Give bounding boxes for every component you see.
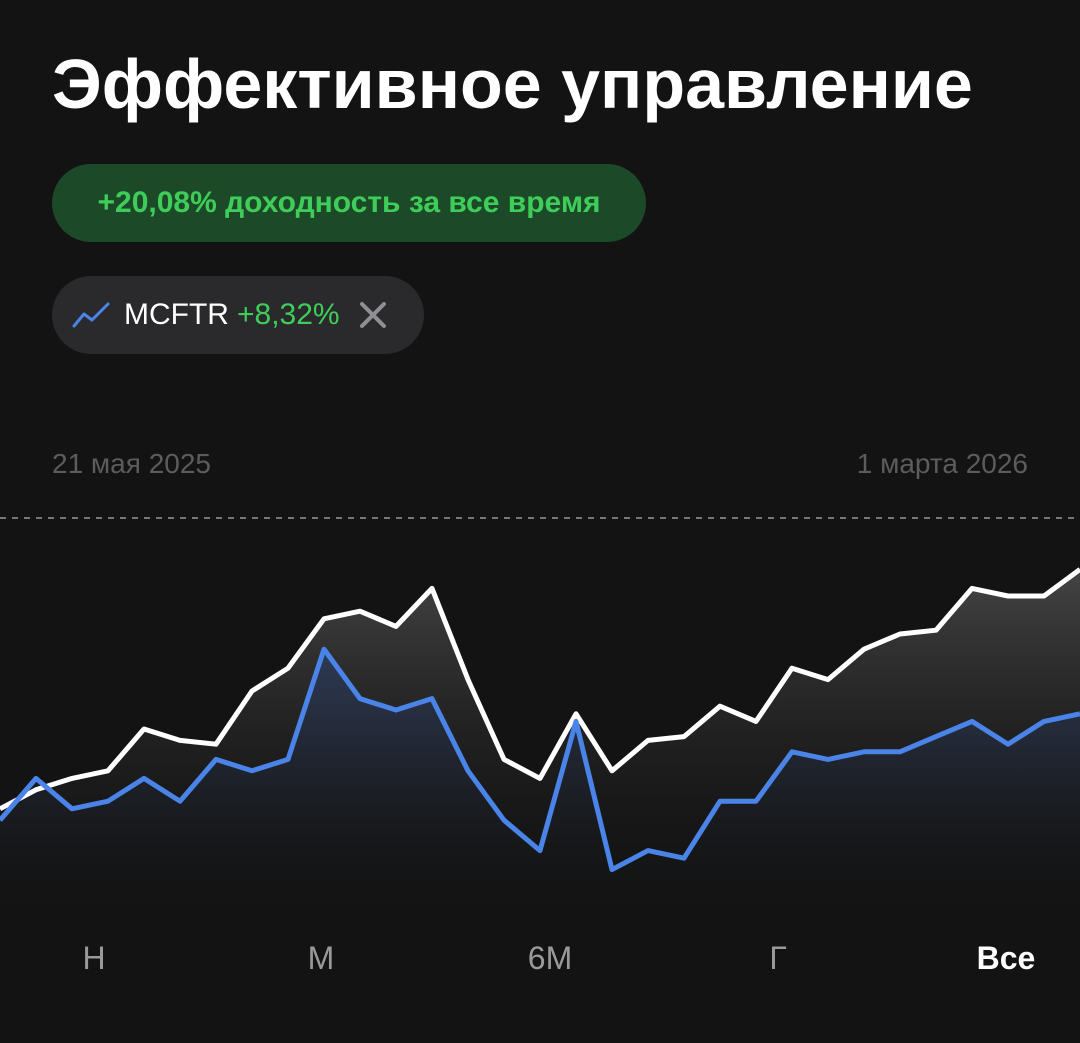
page-title: Эффективное управление xyxy=(52,45,973,123)
period-tab[interactable]: Все xyxy=(976,940,1036,976)
close-button[interactable] xyxy=(358,300,388,330)
benchmark-change: +8,32% xyxy=(236,298,340,331)
return-badge: +20,08% доходность за все время xyxy=(52,164,646,242)
start-date: 21 мая 2025 xyxy=(52,448,211,479)
line xyxy=(0,646,1080,873)
end-date: 1 марта 2026 xyxy=(856,448,1028,479)
period-tab[interactable]: 6М xyxy=(527,940,573,976)
area xyxy=(0,649,1080,920)
chart xyxy=(0,517,1080,920)
period-tab[interactable]: Н xyxy=(82,940,106,976)
period-tabs: Н М 6М Г Все xyxy=(0,930,1080,994)
period-tab[interactable]: Г xyxy=(769,940,787,976)
benchmark-chip[interactable]: MCFTR +8,32% xyxy=(52,276,424,354)
benchmark-icon xyxy=(72,302,110,328)
period-tab[interactable]: М xyxy=(307,940,335,976)
benchmark-name: MCFTR xyxy=(124,298,229,331)
line xyxy=(0,567,1080,812)
